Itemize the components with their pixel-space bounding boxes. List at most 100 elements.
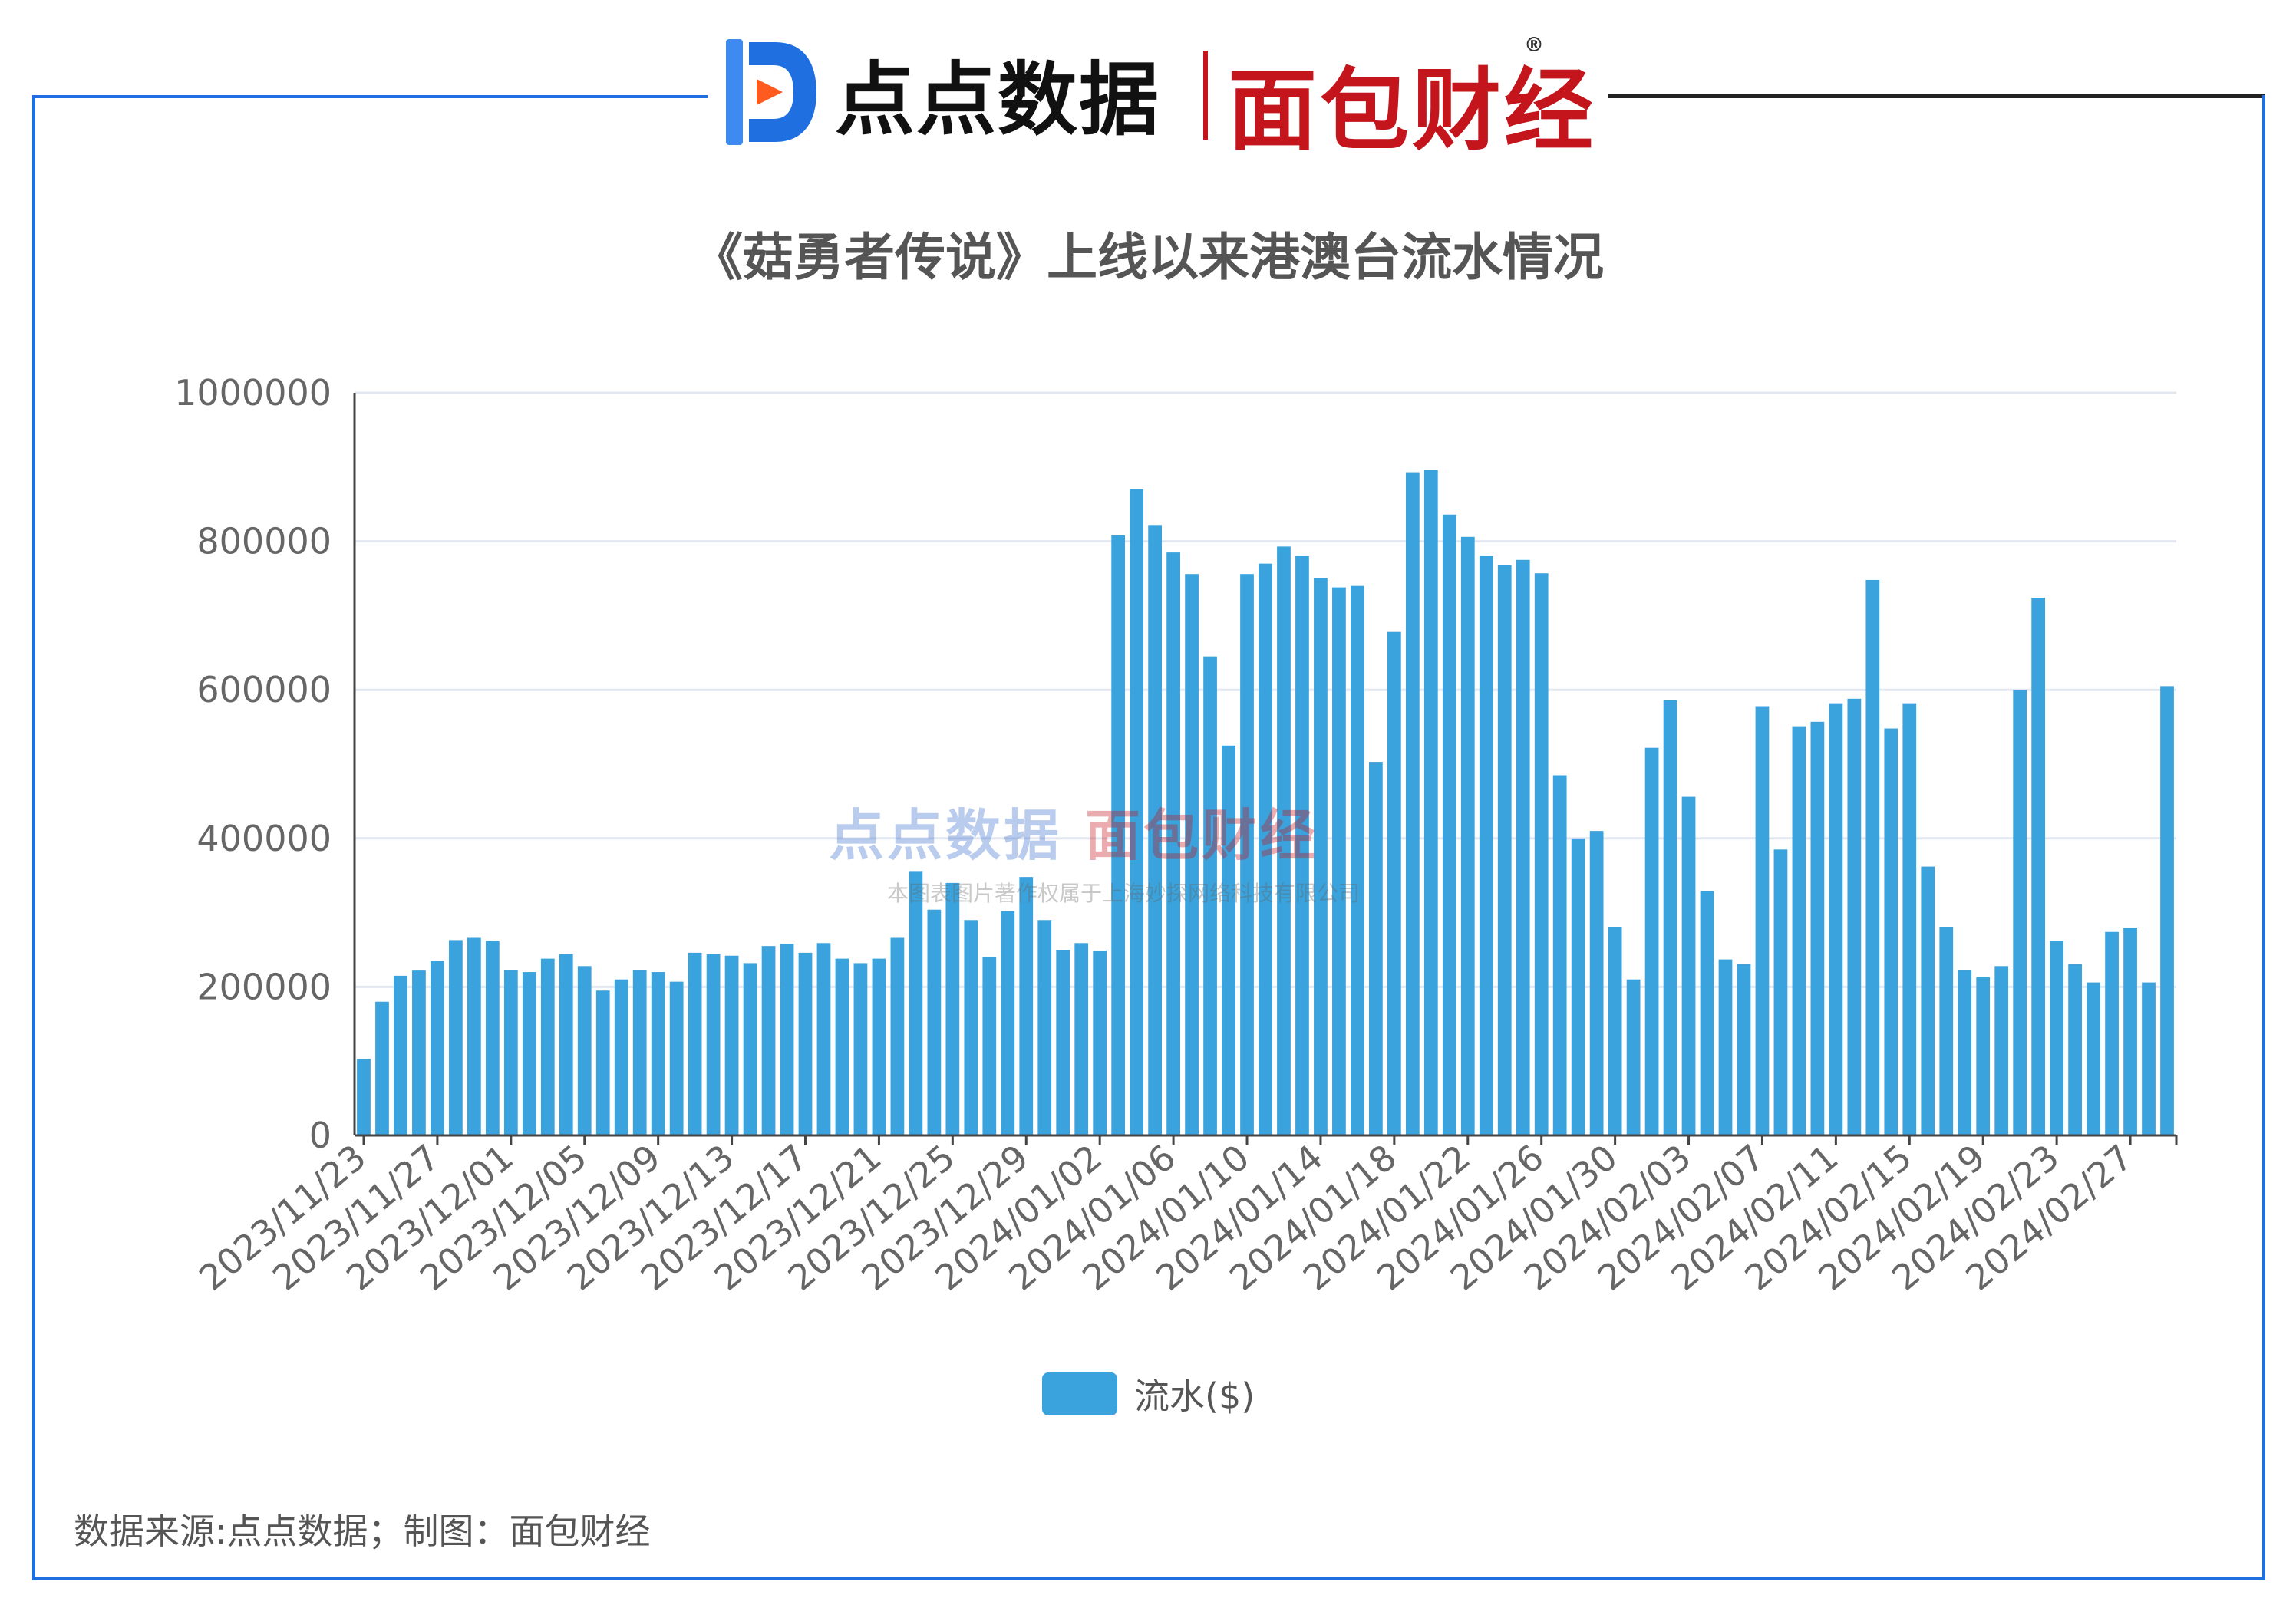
bar — [1240, 574, 1254, 1135]
diandian-logo-icon — [726, 39, 816, 145]
bar — [1351, 585, 1364, 1135]
bar — [595, 990, 610, 1135]
bar-layer — [357, 470, 2174, 1135]
bar — [1534, 573, 1549, 1135]
y-tick-label: 1000000 — [174, 372, 332, 414]
bar — [375, 1001, 389, 1135]
bar — [651, 972, 665, 1135]
bar — [2142, 982, 2156, 1135]
bar — [1571, 838, 1585, 1135]
diandian-logo: 点点数据 — [721, 31, 1212, 153]
bar — [1552, 775, 1567, 1135]
logo1-text: 点点数据 — [835, 52, 1161, 147]
bar — [1405, 472, 1420, 1135]
frame-top-right-line — [1608, 94, 2265, 98]
bar — [1902, 703, 1917, 1135]
bar — [1111, 535, 1126, 1135]
y-tick-label: 0 — [309, 1115, 332, 1156]
frame-left-border — [32, 95, 35, 1580]
bar — [1939, 926, 1954, 1135]
bar — [1847, 698, 1862, 1135]
source-note: 数据来源:点点数据；制图：面包财经 — [74, 1511, 651, 1552]
bar — [1681, 796, 1696, 1135]
bar — [1810, 721, 1825, 1135]
bar — [1884, 728, 1898, 1135]
bar — [1166, 552, 1180, 1135]
bar — [1792, 726, 1806, 1135]
bar — [669, 981, 684, 1135]
frame-top-left-line — [32, 95, 708, 98]
bar — [2013, 690, 2027, 1135]
bar — [761, 946, 776, 1135]
bar — [706, 954, 721, 1135]
y-tick-label: 800000 — [196, 521, 332, 562]
bar — [743, 963, 757, 1135]
bar — [632, 970, 647, 1135]
y-tick-label: 200000 — [196, 966, 332, 1007]
bar — [1037, 920, 1052, 1135]
bar — [1074, 943, 1089, 1135]
bar — [1755, 706, 1770, 1135]
bar — [2068, 964, 2082, 1135]
bar — [1277, 546, 1291, 1135]
bar — [1369, 762, 1383, 1135]
bar — [2050, 941, 2064, 1135]
bar — [503, 970, 518, 1135]
bar — [430, 961, 444, 1135]
y-tick-label: 600000 — [196, 669, 332, 710]
bar — [964, 920, 978, 1135]
bar — [1497, 565, 1512, 1135]
bar — [1644, 747, 1659, 1135]
bar — [1259, 563, 1272, 1135]
bar — [1866, 579, 1880, 1135]
bar — [357, 1059, 371, 1135]
bar — [1203, 656, 1217, 1135]
bar — [1093, 950, 1107, 1135]
bar — [2087, 982, 2100, 1135]
bar — [945, 882, 960, 1135]
bar — [1608, 926, 1622, 1135]
bar — [816, 943, 831, 1135]
bar — [1332, 587, 1346, 1135]
bar — [540, 958, 555, 1135]
bar — [909, 871, 923, 1135]
bar — [1626, 979, 1641, 1135]
bar — [614, 979, 628, 1135]
bar — [1387, 631, 1401, 1135]
legend-label: 流水($) — [1134, 1376, 1255, 1417]
bar — [2031, 598, 2046, 1135]
bar — [1442, 514, 1456, 1135]
bar — [1718, 959, 1733, 1135]
bar — [1589, 831, 1604, 1135]
bar — [2123, 927, 2137, 1135]
bar — [1921, 866, 1935, 1135]
bar — [522, 972, 536, 1135]
chart-title: 《菇勇者传说》上线以来港澳台流水情况 — [692, 228, 1604, 287]
bar — [1460, 536, 1475, 1135]
bar — [1700, 891, 1714, 1135]
bar — [1148, 525, 1162, 1135]
bar — [688, 952, 702, 1135]
registered-mark: ® — [1524, 34, 1547, 57]
bar — [2160, 686, 2174, 1135]
bar — [2105, 931, 2119, 1135]
bar — [1737, 964, 1751, 1135]
bar — [485, 941, 500, 1135]
bar — [1185, 574, 1199, 1135]
bar — [835, 958, 849, 1135]
bar — [467, 937, 481, 1135]
bar — [1773, 849, 1788, 1135]
bar — [412, 970, 426, 1135]
bar — [780, 944, 794, 1135]
bar — [890, 937, 905, 1135]
logo2-text: 面包财经 — [1228, 59, 1596, 163]
legend[interactable]: 流水($) — [1042, 1369, 1255, 1419]
bar — [1019, 877, 1034, 1135]
bar — [1976, 977, 1991, 1135]
bar — [559, 954, 573, 1135]
logo-divider — [1203, 51, 1208, 140]
bar — [1423, 470, 1438, 1135]
bar — [1314, 578, 1328, 1135]
bar — [1829, 703, 1843, 1135]
